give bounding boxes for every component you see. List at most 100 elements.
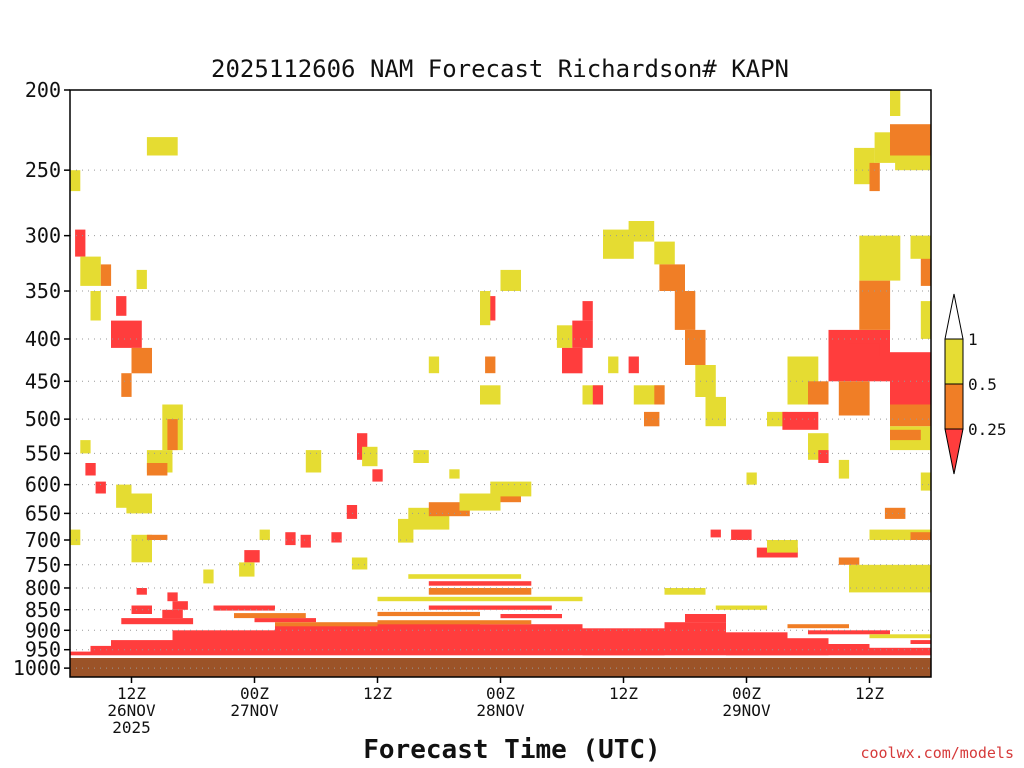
heatmap-cell-109 <box>408 574 522 579</box>
heatmap-cell-59 <box>608 356 619 374</box>
legend-swatch-0.5-1 <box>944 338 964 385</box>
heatmap-cell-133 <box>172 630 275 656</box>
heatmap-cell-2 <box>80 256 101 286</box>
heatmap-cell-128 <box>869 634 931 639</box>
y-tick-label-700: 700 <box>25 528 61 552</box>
heatmap-cell-9 <box>136 269 147 289</box>
heatmap-cell-85 <box>838 381 870 416</box>
ground-fill <box>70 657 931 677</box>
heatmap-cell-106 <box>849 564 931 593</box>
heatmap-cell-101 <box>920 301 932 339</box>
x-tick-label-4-1: 12Z <box>609 684 638 703</box>
heatmap-cell-138 <box>664 622 726 656</box>
heatmap-cell-22 <box>146 534 168 540</box>
x-tick-label-5-1: 00Z <box>732 684 761 703</box>
heatmap-cell-62 <box>628 221 655 242</box>
heatmap-cell-108 <box>428 581 532 586</box>
heatmap-cell-132 <box>111 640 173 656</box>
y-tick-label-800: 800 <box>25 576 61 600</box>
x-tick-label-6-1: 12Z <box>855 684 884 703</box>
heatmap-cell-139 <box>726 632 788 656</box>
heatmap-cell-28 <box>239 562 255 577</box>
heatmap-cell-113 <box>377 611 480 617</box>
heatmap-cell-23 <box>136 588 147 595</box>
heatmap-cell-103 <box>884 507 906 519</box>
heatmap-cell-88 <box>859 235 901 281</box>
legend-swatch-0.25-0.5 <box>944 383 964 430</box>
heatmap-cell-71 <box>644 411 660 427</box>
x-tick-label-0-2: 26NOV <box>107 701 156 720</box>
heatmap-cell-98 <box>890 429 921 441</box>
y-tick-label-450: 450 <box>25 369 61 393</box>
heatmap-cell-100 <box>910 235 931 259</box>
heatmap-cell-3 <box>100 264 112 286</box>
x-tick-label-5-2: 29NOV <box>722 701 771 720</box>
heatmap-cell-12 <box>167 419 178 451</box>
heatmap-cell-115 <box>664 588 706 595</box>
heatmap-cell-63 <box>654 241 675 265</box>
heatmap-cell-118 <box>234 613 306 619</box>
heatmap-cell-76 <box>767 540 798 553</box>
heatmap-cell-17 <box>80 440 91 454</box>
heatmap-cell-119 <box>254 618 316 623</box>
heatmap-cell-10 <box>121 373 132 397</box>
heatmap-cell-42 <box>459 493 501 511</box>
heatmap-cell-48 <box>480 291 491 326</box>
heatmap-cell-127 <box>808 630 890 635</box>
heatmap-cell-37 <box>305 450 322 473</box>
y-tick-label-600: 600 <box>25 473 61 497</box>
heatmap-cell-82 <box>818 450 829 463</box>
legend-label-2: 0.25 <box>968 420 1007 439</box>
heatmap-cell-20 <box>70 529 81 546</box>
heatmap-cell-111 <box>377 596 583 602</box>
heatmap-cell-102 <box>920 472 932 491</box>
heatmap-cell-54 <box>572 320 593 348</box>
heatmap-cell-35 <box>362 446 378 467</box>
heatmap-cell-143 <box>275 622 378 627</box>
heatmap-cell-6 <box>111 320 142 348</box>
heatmap-cell-117 <box>213 605 275 611</box>
heatmap-cell-4 <box>90 291 101 321</box>
heatmap-cell-122 <box>162 609 183 619</box>
heatmap-cell-91 <box>890 124 931 156</box>
heatmap-cell-120 <box>121 618 194 625</box>
x-tick-label-3-2: 28NOV <box>476 701 525 720</box>
y-axis: 200 250 300 350 400 450 500 550 600 650 7007508008… <box>13 78 70 680</box>
heatmap-cell-29 <box>259 529 270 540</box>
heatmap-cell-27 <box>244 550 260 563</box>
heatmap-cell-49 <box>500 269 521 291</box>
heatmap-cell-74 <box>731 529 752 540</box>
y-tick-label-400: 400 <box>25 327 61 351</box>
y-tick-label-900: 900 <box>25 618 61 642</box>
chart-title: 2025112606 NAM Forecast Richardson# KAPN <box>211 55 789 83</box>
heatmap-cell-141 <box>828 644 870 656</box>
heatmap-cell-68 <box>705 396 726 427</box>
heatmap-cell-5 <box>116 296 127 316</box>
heatmap-cell-80 <box>808 381 829 405</box>
heatmap-cell-129 <box>910 640 931 644</box>
heatmap-cell-55 <box>562 347 583 374</box>
heatmap-cell-73 <box>710 529 721 538</box>
heatmap-cell-77 <box>767 411 788 427</box>
heatmap-cell-105 <box>910 532 931 540</box>
heatmap-cell-104 <box>869 529 931 540</box>
heatmap-cell-8 <box>146 137 178 156</box>
heatmap-cell-53 <box>556 325 573 348</box>
credit-text: coolwx.com/models <box>860 744 1014 762</box>
y-tick-label-500: 500 <box>25 407 61 431</box>
heatmap-cell-67 <box>695 365 716 397</box>
legend-label-1: 0.5 <box>968 375 997 394</box>
heatmap-cell-142 <box>869 647 931 656</box>
heatmap-cell-135 <box>377 622 480 656</box>
heatmap-cell-140 <box>787 638 829 656</box>
heatmap-cell-43 <box>500 490 521 503</box>
heatmap-cell-36 <box>372 469 383 482</box>
legend: 1 0.5 0.25 <box>944 293 1007 475</box>
y-tick-label-350: 350 <box>25 279 61 303</box>
heatmap-cell-66 <box>685 329 706 365</box>
y-tick-label-1000: 1000 <box>13 656 61 680</box>
heatmap-cell-112 <box>428 605 552 610</box>
heatmap-cell-64 <box>659 264 685 291</box>
